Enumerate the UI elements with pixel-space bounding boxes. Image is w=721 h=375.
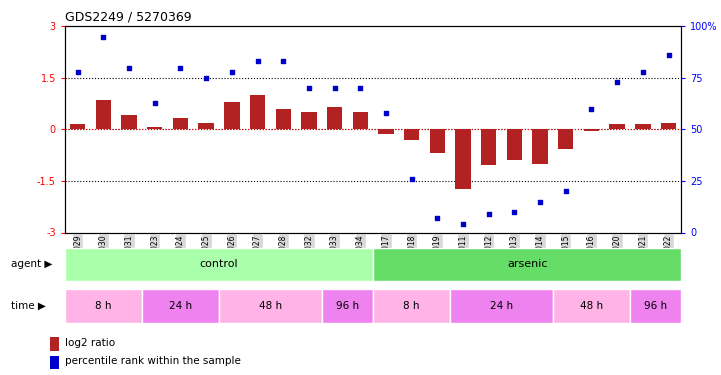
Bar (430, 129, 445, 153)
Text: GSM67018: GSM67018 (407, 234, 416, 276)
Bar (198, 123, 214, 129)
Bar (70, 124, 85, 129)
Point (97, 34, 109, 40)
Bar (609, 124, 625, 129)
FancyBboxPatch shape (373, 289, 450, 322)
Point (406, 176, 417, 182)
FancyBboxPatch shape (65, 289, 142, 322)
Bar (96, 100, 111, 129)
Text: GSM67021: GSM67021 (638, 234, 647, 276)
FancyBboxPatch shape (322, 289, 373, 322)
Text: arsenic: arsenic (507, 260, 547, 269)
Bar (584, 129, 599, 132)
Bar (50, 337, 59, 351)
Bar (507, 129, 522, 160)
Text: GSM67011: GSM67011 (459, 234, 467, 276)
Point (174, 64, 186, 70)
Bar (404, 129, 420, 140)
Point (303, 85, 314, 91)
Point (278, 58, 289, 64)
Text: 96 h: 96 h (336, 301, 359, 310)
FancyBboxPatch shape (630, 289, 681, 322)
Point (457, 221, 469, 227)
FancyBboxPatch shape (142, 289, 219, 322)
Text: GSM67019: GSM67019 (433, 234, 442, 276)
Point (329, 85, 340, 91)
Text: time ▶: time ▶ (11, 301, 45, 310)
Text: 24 h: 24 h (169, 301, 192, 310)
Bar (275, 109, 291, 129)
Text: GSM67017: GSM67017 (381, 234, 391, 276)
Bar (121, 115, 137, 129)
Point (380, 110, 392, 116)
Text: GSM67026: GSM67026 (227, 234, 236, 276)
Text: 96 h: 96 h (644, 301, 667, 310)
Bar (635, 124, 650, 129)
Text: agent ▶: agent ▶ (11, 260, 52, 269)
Text: GSM67028: GSM67028 (279, 234, 288, 276)
Point (508, 209, 520, 215)
Text: 8 h: 8 h (403, 301, 420, 310)
FancyBboxPatch shape (219, 289, 322, 322)
Bar (379, 129, 394, 134)
Text: GSM67023: GSM67023 (150, 234, 159, 276)
Text: percentile rank within the sample: percentile rank within the sample (65, 356, 241, 366)
Text: GSM67027: GSM67027 (253, 234, 262, 276)
FancyBboxPatch shape (373, 248, 681, 281)
FancyBboxPatch shape (65, 248, 373, 281)
Point (483, 211, 495, 217)
Point (226, 69, 238, 75)
Text: 8 h: 8 h (95, 301, 112, 310)
Bar (147, 127, 162, 129)
Point (560, 188, 572, 194)
Text: 24 h: 24 h (490, 301, 513, 310)
Text: GSM67031: GSM67031 (125, 234, 133, 276)
Bar (353, 112, 368, 129)
FancyBboxPatch shape (450, 289, 553, 322)
Bar (455, 129, 471, 189)
Text: GSM67029: GSM67029 (74, 234, 82, 276)
Point (355, 85, 366, 91)
Bar (327, 107, 342, 129)
Text: GSM67013: GSM67013 (510, 234, 519, 276)
Point (200, 75, 212, 81)
Bar (224, 102, 239, 129)
Text: GSM67025: GSM67025 (202, 234, 211, 276)
Point (637, 69, 649, 75)
Point (534, 199, 546, 205)
Point (149, 100, 161, 106)
Text: GSM67022: GSM67022 (664, 234, 673, 276)
Text: GSM67015: GSM67015 (561, 234, 570, 276)
Text: log2 ratio: log2 ratio (65, 338, 115, 348)
Bar (301, 112, 317, 129)
Text: GSM67014: GSM67014 (536, 234, 544, 276)
Text: 48 h: 48 h (580, 301, 603, 310)
Bar (173, 118, 188, 129)
Point (123, 64, 135, 70)
Point (663, 52, 674, 58)
Bar (532, 129, 548, 164)
Text: GSM67034: GSM67034 (355, 234, 365, 276)
Point (611, 79, 623, 85)
Text: GSM67033: GSM67033 (330, 234, 339, 276)
Text: GSM67020: GSM67020 (613, 234, 622, 276)
Bar (249, 95, 265, 129)
FancyBboxPatch shape (553, 289, 630, 322)
Bar (481, 129, 496, 165)
Point (252, 58, 263, 64)
Text: GSM67016: GSM67016 (587, 234, 596, 276)
Point (72, 69, 84, 75)
Text: GSM67032: GSM67032 (304, 234, 314, 276)
Text: GDS2249 / 5270369: GDS2249 / 5270369 (65, 11, 192, 24)
Point (432, 215, 443, 221)
Point (585, 106, 597, 112)
Text: GSM67024: GSM67024 (176, 234, 185, 276)
Text: control: control (200, 260, 239, 269)
Bar (50, 356, 59, 369)
Text: GSM67030: GSM67030 (99, 234, 108, 276)
Text: GSM67012: GSM67012 (485, 234, 493, 276)
Bar (558, 129, 573, 149)
Bar (660, 123, 676, 129)
Text: 48 h: 48 h (259, 301, 282, 310)
